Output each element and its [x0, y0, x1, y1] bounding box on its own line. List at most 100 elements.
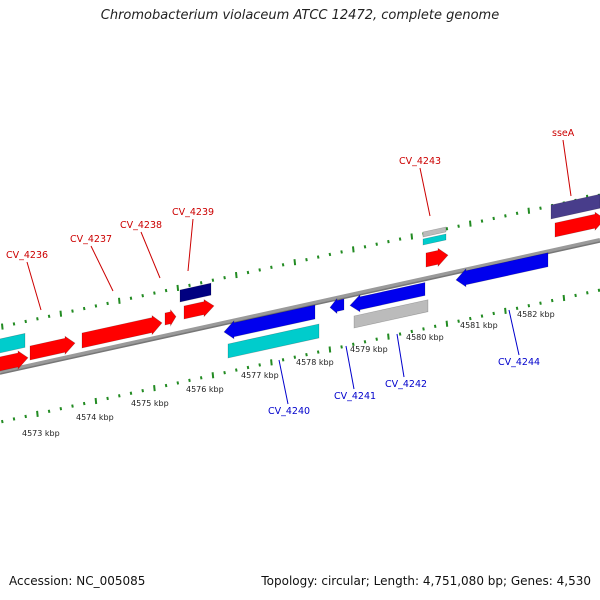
tick-mark [12, 322, 16, 326]
tick-mark [515, 211, 519, 216]
gene-cv-4239-navy [179, 282, 212, 303]
gene-cyan-small [422, 233, 447, 246]
gene-cv-4241b [349, 282, 426, 313]
tick-mark [24, 414, 27, 419]
leader-line [508, 309, 520, 356]
gene-ssea-slate [550, 193, 600, 220]
tick-mark [457, 319, 460, 323]
tick-mark [106, 396, 109, 401]
gene-label: CV_4239 [172, 207, 214, 218]
leader-line [345, 345, 355, 390]
gene-label: CV_4240 [268, 406, 310, 417]
leader-line [140, 231, 161, 279]
tick-mark [36, 317, 39, 321]
gene-label: sseA [552, 128, 575, 139]
tick-mark [316, 350, 320, 354]
tick-mark [129, 296, 133, 300]
tick-mark [94, 397, 98, 405]
tick-mark [1, 419, 4, 424]
tick-mark [316, 255, 320, 259]
tick-mark [305, 352, 308, 357]
tick-mark [281, 263, 285, 267]
tick-mark [71, 404, 74, 408]
gene-cv-4243 [425, 247, 449, 268]
tick-mark [223, 370, 226, 375]
tick-mark [586, 291, 589, 295]
scale-label: 4574 kbp [76, 413, 114, 422]
tick-mark [153, 291, 156, 295]
tick-mark [188, 378, 191, 383]
tick-mark [118, 394, 121, 398]
tick-mark [550, 298, 554, 303]
gene-cv-4244 [455, 252, 549, 288]
tick-mark [270, 265, 273, 270]
leader-line [187, 218, 194, 272]
tick-mark [527, 207, 531, 214]
gene-cv-4240-cyan [227, 323, 320, 359]
tick-mark [574, 293, 577, 298]
tick-mark [398, 237, 402, 241]
tick-mark [47, 409, 51, 413]
tick-mark [36, 410, 39, 417]
gene-label: CV_4244 [498, 357, 540, 368]
tick-mark [176, 284, 180, 292]
tick-mark [82, 401, 86, 406]
tick-mark [469, 316, 472, 321]
tick-mark [515, 306, 519, 311]
tick-mark [445, 320, 449, 327]
gene-label: CV_4241 [334, 391, 376, 402]
map-title: Chromobacterium violaceum ATCC 12472, co… [100, 8, 500, 23]
tick-mark [469, 220, 472, 227]
tick-mark [340, 345, 343, 349]
tick-mark [527, 304, 531, 308]
tick-mark [410, 233, 414, 240]
tick-mark [71, 309, 74, 313]
tick-mark [480, 314, 484, 318]
scale-label: 4579 kbp [350, 345, 388, 354]
genome-backbone [0, 238, 600, 375]
tick-mark [492, 311, 495, 316]
leader-line [396, 333, 405, 378]
gene-cv-4238 [164, 308, 177, 327]
tick-mark [422, 327, 425, 331]
tick-mark [504, 307, 507, 314]
gene-cv-4237a [29, 335, 76, 361]
tick-mark [375, 242, 378, 246]
tick-mark [258, 268, 261, 272]
tick-mark [129, 391, 133, 395]
scale-label: 4576 kbp [186, 385, 224, 394]
gene-label: CV_4242 [385, 379, 427, 390]
tick-mark [433, 324, 437, 329]
tick-mark [246, 365, 250, 370]
gene-label: CV_4236 [6, 250, 48, 261]
tick-mark [223, 275, 226, 280]
scale-label: 4573 kbp [22, 429, 60, 438]
tick-mark [445, 227, 449, 231]
leader-line [562, 139, 572, 197]
tick-mark [375, 337, 378, 341]
tick-mark [504, 214, 507, 218]
tick-mark [164, 383, 168, 388]
gene-cv-4237 [81, 315, 163, 349]
tick-mark [12, 417, 16, 421]
gene-gray-small [422, 226, 447, 238]
tick-mark [199, 376, 203, 380]
gene-cv-4239 [183, 299, 215, 320]
tick-mark [410, 329, 414, 334]
tick-mark [281, 358, 285, 362]
gene-label: CV_4237 [70, 234, 112, 245]
leader-line [278, 359, 289, 405]
tick-mark [363, 340, 367, 344]
gene-cv-4242 [353, 299, 429, 329]
tick-mark [539, 301, 542, 305]
tick-mark [188, 283, 191, 288]
tick-mark [597, 288, 600, 292]
gene-cv-4240 [223, 304, 316, 340]
tick-mark [199, 281, 203, 285]
tick-mark [480, 219, 484, 223]
tick-mark [118, 297, 121, 304]
tick-mark [1, 323, 4, 330]
gene-cv-4236 [0, 350, 29, 372]
tick-mark [258, 363, 261, 367]
